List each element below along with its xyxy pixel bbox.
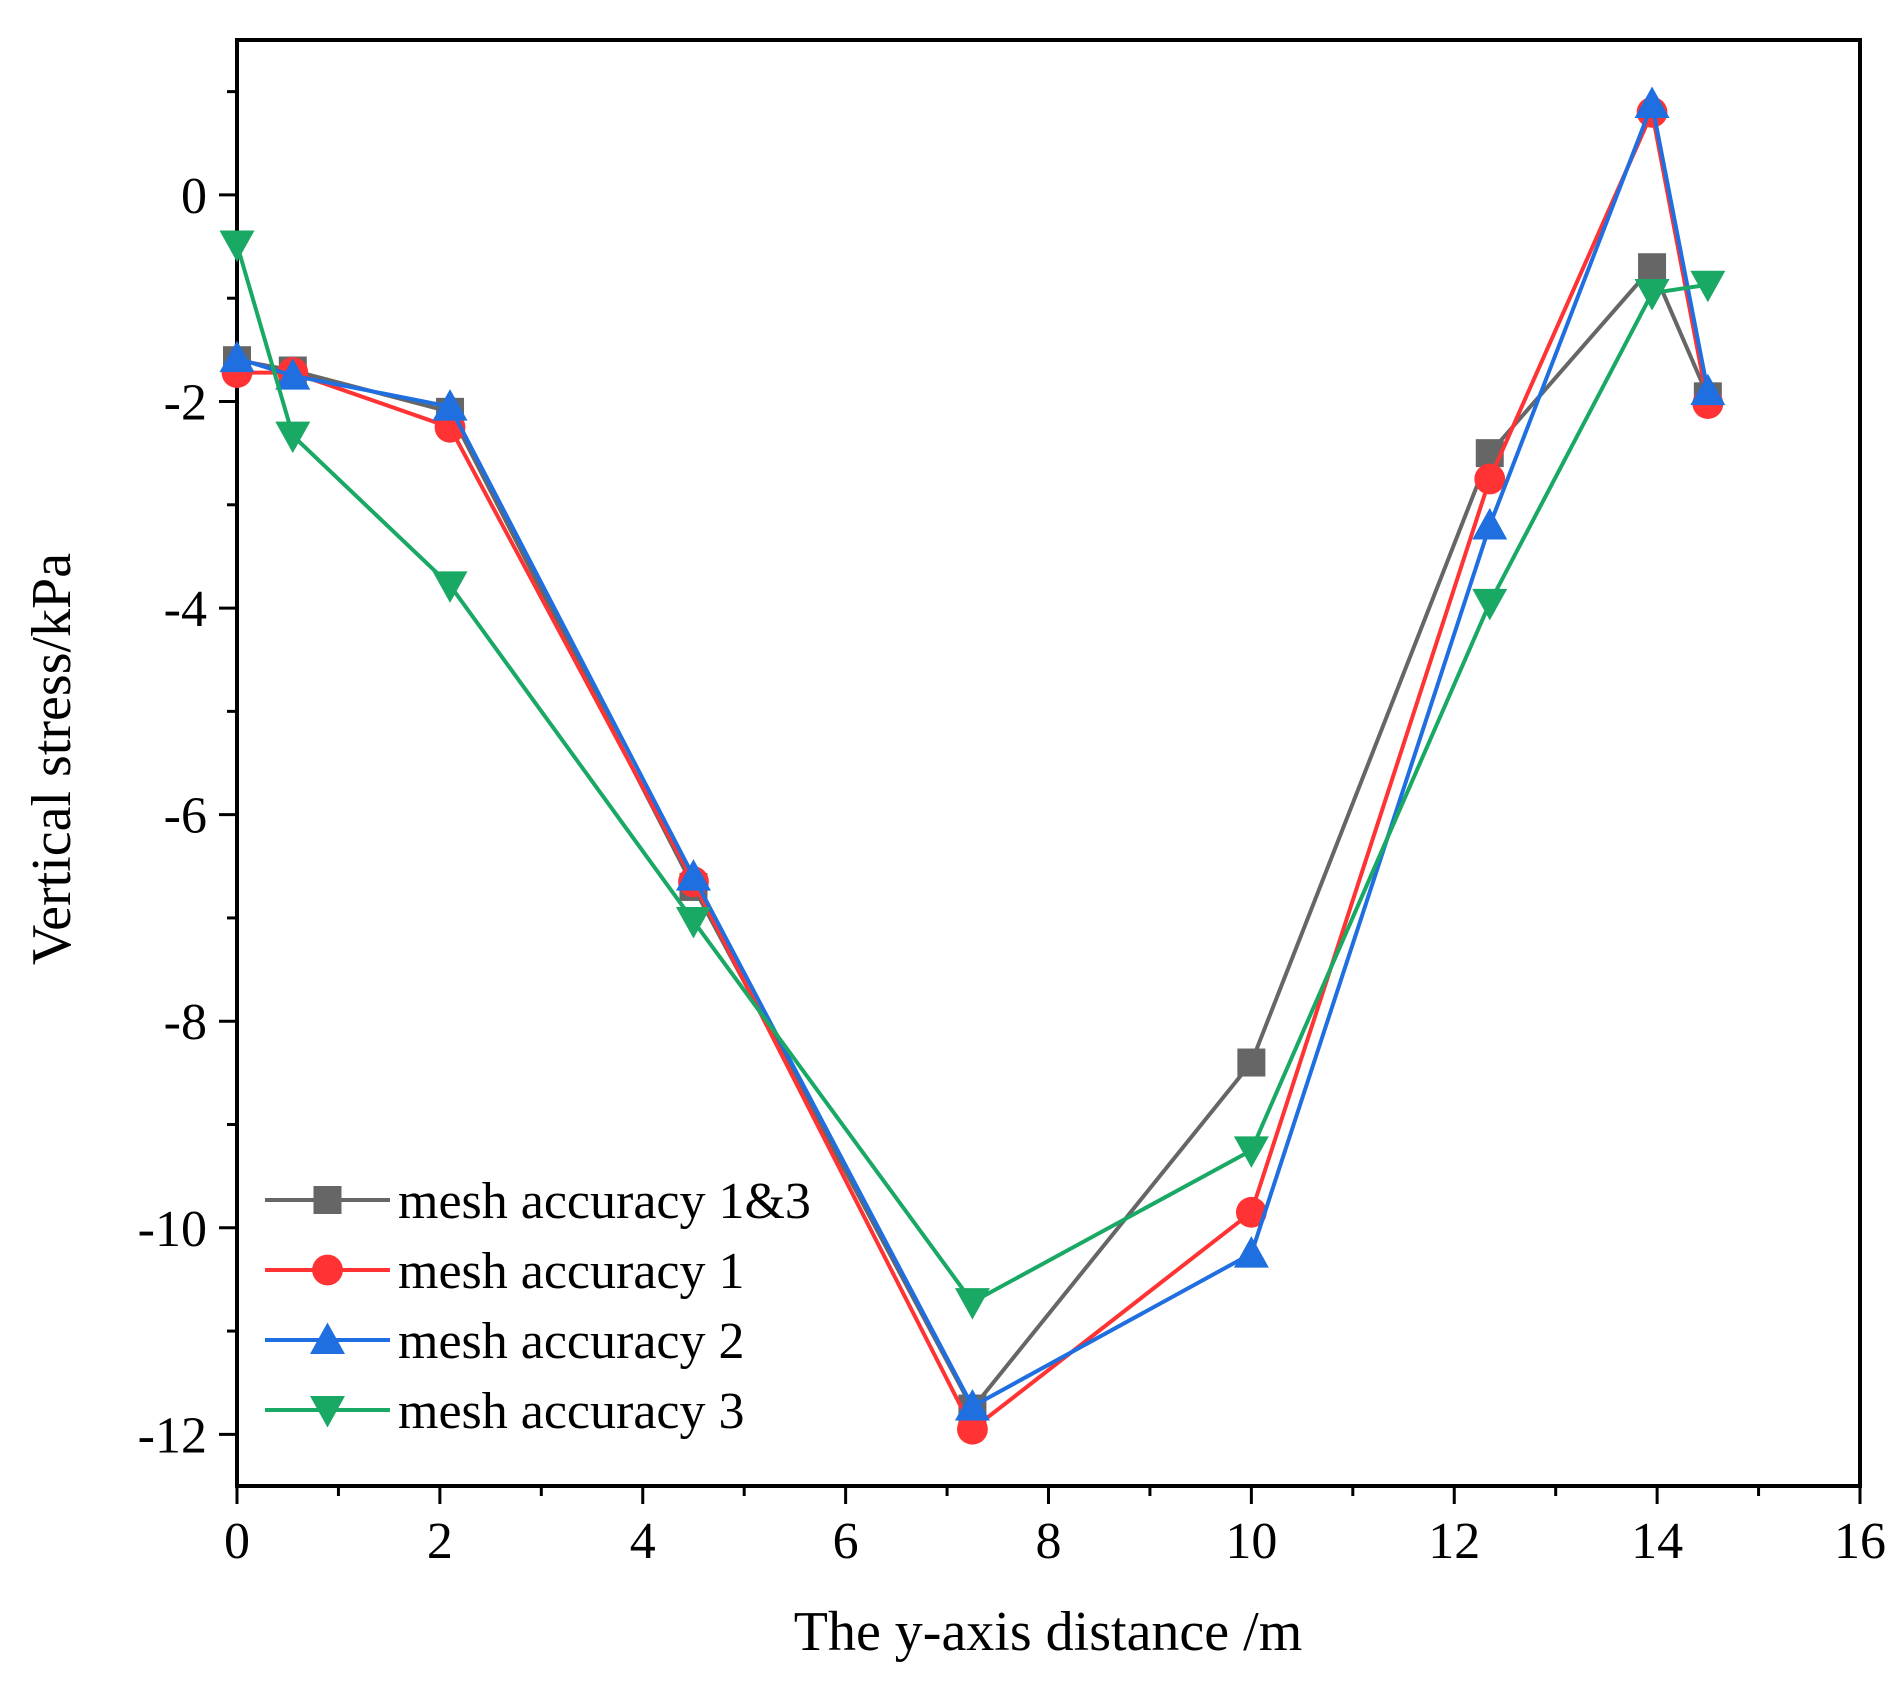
data-point	[219, 340, 255, 373]
x-axis-label: The y-axis distance /m	[794, 1601, 1303, 1663]
data-point	[275, 358, 311, 390]
data-point	[1472, 507, 1508, 540]
legend-label: mesh accuracy 2	[398, 1313, 744, 1370]
y-tick-label: -8	[164, 994, 207, 1051]
legend-label: mesh accuracy 1&3	[398, 1173, 811, 1230]
data-point	[954, 1288, 990, 1320]
series-line	[237, 110, 1710, 1432]
y-tick-label: -12	[138, 1407, 207, 1464]
legend: mesh accuracy 1&3 mesh accuracy 1 mesh acc…	[265, 1173, 811, 1440]
y-tick-label: -4	[164, 581, 207, 638]
x-tick-label: 6	[833, 1513, 859, 1570]
data-point	[1472, 588, 1508, 621]
data-point	[432, 571, 468, 603]
axes-layer: 0 2 4 6 8 10 12 14 16 0 -2 -4 -6 -8 -10 -12	[138, 38, 1886, 1570]
data-point	[219, 230, 255, 263]
x-tick-label: 8	[1036, 1513, 1062, 1570]
series-4	[219, 230, 1726, 1320]
y-tick-label: 0	[181, 168, 207, 225]
x-tick-label: 0	[224, 1513, 250, 1570]
y-axis-label: Vertical stress/kPa	[21, 553, 83, 965]
data-point	[1634, 279, 1670, 311]
data-point	[957, 1413, 988, 1445]
legend-item: mesh accuracy 1&3	[265, 1173, 811, 1230]
legend-marker	[313, 1186, 342, 1214]
y-tick-label: -6	[164, 788, 207, 845]
legend-marker	[312, 1254, 343, 1286]
x-tick-label: 10	[1225, 1513, 1277, 1570]
data-point	[1233, 1136, 1269, 1168]
series-3	[219, 86, 1726, 1421]
legend-marker	[310, 1396, 345, 1428]
legend-label: mesh accuracy 3	[398, 1383, 744, 1440]
x-tick-label: 14	[1631, 1513, 1683, 1570]
y-tick-label: -10	[138, 1201, 207, 1258]
x-tick-label: 16	[1834, 1513, 1886, 1570]
data-point	[1237, 1048, 1266, 1077]
x-tick-label: 4	[630, 1513, 656, 1570]
data-point	[1233, 1236, 1269, 1268]
legend-label: mesh accuracy 1	[398, 1243, 744, 1300]
legend-item: mesh accuracy 1	[265, 1243, 744, 1300]
legend-item: mesh accuracy 3	[265, 1383, 744, 1440]
data-point	[1638, 253, 1667, 282]
data-point	[275, 421, 311, 454]
x-tick-label: 2	[427, 1513, 453, 1570]
legend-item: mesh accuracy 2	[265, 1313, 744, 1370]
data-point	[432, 389, 468, 421]
data-point	[1235, 1196, 1267, 1228]
data-point	[675, 859, 711, 891]
data-point	[1634, 86, 1670, 119]
series-layer	[219, 86, 1726, 1445]
data-point	[1690, 373, 1726, 406]
data-point	[954, 1388, 990, 1421]
data-point	[675, 907, 711, 939]
y-tick-label: -2	[164, 375, 207, 432]
data-point	[1474, 463, 1506, 495]
data-point	[1690, 270, 1726, 303]
x-tick-label: 12	[1428, 1513, 1480, 1570]
legend-marker	[310, 1322, 345, 1354]
